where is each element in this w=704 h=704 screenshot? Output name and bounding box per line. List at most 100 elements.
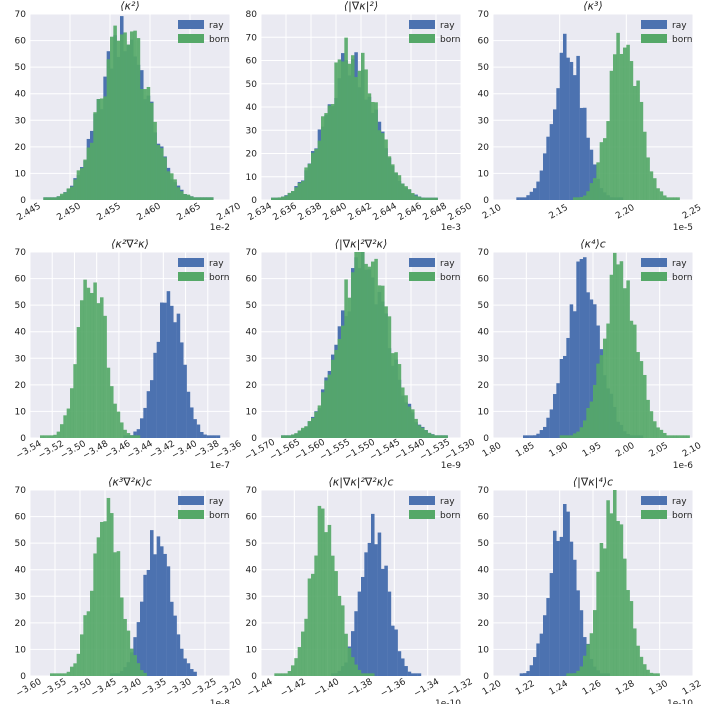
histogram-bar bbox=[371, 101, 375, 200]
histogram-bar bbox=[573, 197, 577, 200]
histogram-bar bbox=[126, 630, 131, 676]
histogram-bar bbox=[533, 435, 537, 438]
histogram-bar bbox=[136, 38, 141, 201]
histogram-bar bbox=[549, 409, 554, 438]
histogram-bar bbox=[526, 435, 530, 438]
histogram-bar bbox=[183, 194, 187, 200]
histogram-bar bbox=[136, 429, 141, 438]
histogram-bar bbox=[287, 435, 292, 438]
histogram-bar bbox=[53, 197, 57, 200]
histogram-bar bbox=[596, 162, 600, 200]
histogram-bar bbox=[536, 643, 540, 676]
x-tick-label: 1.26 bbox=[581, 679, 604, 698]
histogram-bar bbox=[603, 548, 607, 676]
histogram-bar bbox=[156, 341, 161, 438]
histogram-bar bbox=[347, 648, 352, 676]
histogram-bar bbox=[623, 47, 627, 200]
histogram-bar bbox=[361, 52, 365, 200]
histogram-bar bbox=[616, 32, 620, 201]
histogram-bar bbox=[559, 52, 564, 200]
histogram-bar bbox=[43, 435, 47, 438]
histogram-bar bbox=[311, 418, 315, 438]
histogram-bar bbox=[364, 69, 368, 200]
y-tick-label: 40 bbox=[246, 103, 258, 113]
y-tick-label: 0 bbox=[483, 434, 489, 444]
y-tick-label: 50 bbox=[15, 301, 27, 311]
histogram-bar bbox=[639, 361, 644, 438]
histogram-bar bbox=[649, 411, 654, 438]
histogram-bar bbox=[374, 258, 378, 438]
histogram-bar bbox=[417, 196, 422, 200]
histogram-bar bbox=[529, 665, 534, 676]
x-tick-label: 2.650 bbox=[446, 201, 474, 223]
histogram-bar bbox=[83, 615, 87, 676]
x-tick-label: 2.450 bbox=[55, 201, 83, 223]
histogram-bar bbox=[523, 673, 527, 676]
legend-swatch-born bbox=[641, 34, 667, 43]
legend-swatch-ray bbox=[409, 496, 435, 505]
histogram-bar bbox=[100, 98, 104, 200]
histogram-series-born bbox=[40, 279, 141, 438]
y-tick-label: 70 bbox=[15, 10, 27, 20]
histogram-bar bbox=[659, 191, 664, 200]
histogram-bar bbox=[441, 435, 445, 438]
histogram-bar bbox=[381, 568, 385, 676]
histogram-bar bbox=[579, 259, 584, 438]
histogram-bar bbox=[626, 44, 630, 200]
y-tick-label: 0 bbox=[251, 434, 257, 444]
legend-label-born: born bbox=[440, 35, 460, 45]
x-tick-label: −1.42 bbox=[279, 677, 308, 699]
histogram-bar bbox=[331, 555, 335, 676]
histogram-bar bbox=[86, 147, 91, 200]
histogram-bar bbox=[649, 171, 654, 200]
histogram-bar bbox=[90, 590, 94, 676]
histogram-bar bbox=[519, 197, 524, 200]
histogram-bar bbox=[143, 672, 147, 676]
x-tick-label: 2.465 bbox=[175, 201, 202, 223]
histogram-bar bbox=[170, 305, 174, 438]
histogram-bar bbox=[110, 36, 114, 201]
histogram-bar bbox=[404, 666, 408, 676]
histogram-bar bbox=[96, 99, 101, 200]
legend-label-born: born bbox=[209, 511, 229, 521]
histogram-bar bbox=[589, 633, 594, 676]
histogram-bar bbox=[367, 542, 372, 676]
histogram-bar bbox=[126, 433, 131, 438]
histogram-bar bbox=[566, 511, 570, 676]
histogram-bar bbox=[394, 629, 398, 676]
y-tick-label: 60 bbox=[246, 513, 258, 523]
x-tick-label: 2.642 bbox=[346, 201, 373, 223]
x-tick-label: 2.00 bbox=[614, 441, 637, 460]
histogram-bar bbox=[110, 386, 114, 438]
y-tick-label: 60 bbox=[15, 513, 27, 523]
histogram-bar bbox=[586, 137, 590, 200]
histogram-bar bbox=[563, 33, 567, 200]
histogram-bar bbox=[616, 264, 620, 438]
histogram-bar bbox=[83, 159, 87, 200]
axis-offset-label: 1e-5 bbox=[673, 223, 693, 233]
histogram-bar bbox=[387, 316, 392, 438]
y-tick-label: 10 bbox=[246, 173, 258, 183]
y-tick-label: 30 bbox=[246, 126, 258, 136]
y-tick-label: 50 bbox=[246, 539, 258, 549]
histogram-bar bbox=[347, 297, 352, 438]
y-tick-label: 0 bbox=[483, 672, 489, 682]
histogram-bar bbox=[143, 89, 147, 200]
histogram-bar bbox=[196, 424, 201, 438]
histogram-bar bbox=[213, 435, 217, 438]
histogram-bar bbox=[344, 37, 348, 200]
histogram-bar bbox=[60, 424, 64, 438]
histogram-bar bbox=[686, 435, 690, 438]
histogram-bar bbox=[411, 673, 415, 676]
y-tick-label: 70 bbox=[15, 248, 27, 258]
histogram-bar bbox=[543, 153, 547, 200]
histogram-bar bbox=[427, 197, 432, 200]
histogram-bar bbox=[394, 352, 398, 438]
histogram-bar bbox=[384, 139, 388, 200]
histogram-bar bbox=[559, 435, 564, 438]
histogram-bar bbox=[341, 325, 345, 438]
y-tick-label: 60 bbox=[246, 57, 258, 67]
x-tick-label: 2.638 bbox=[296, 201, 324, 223]
